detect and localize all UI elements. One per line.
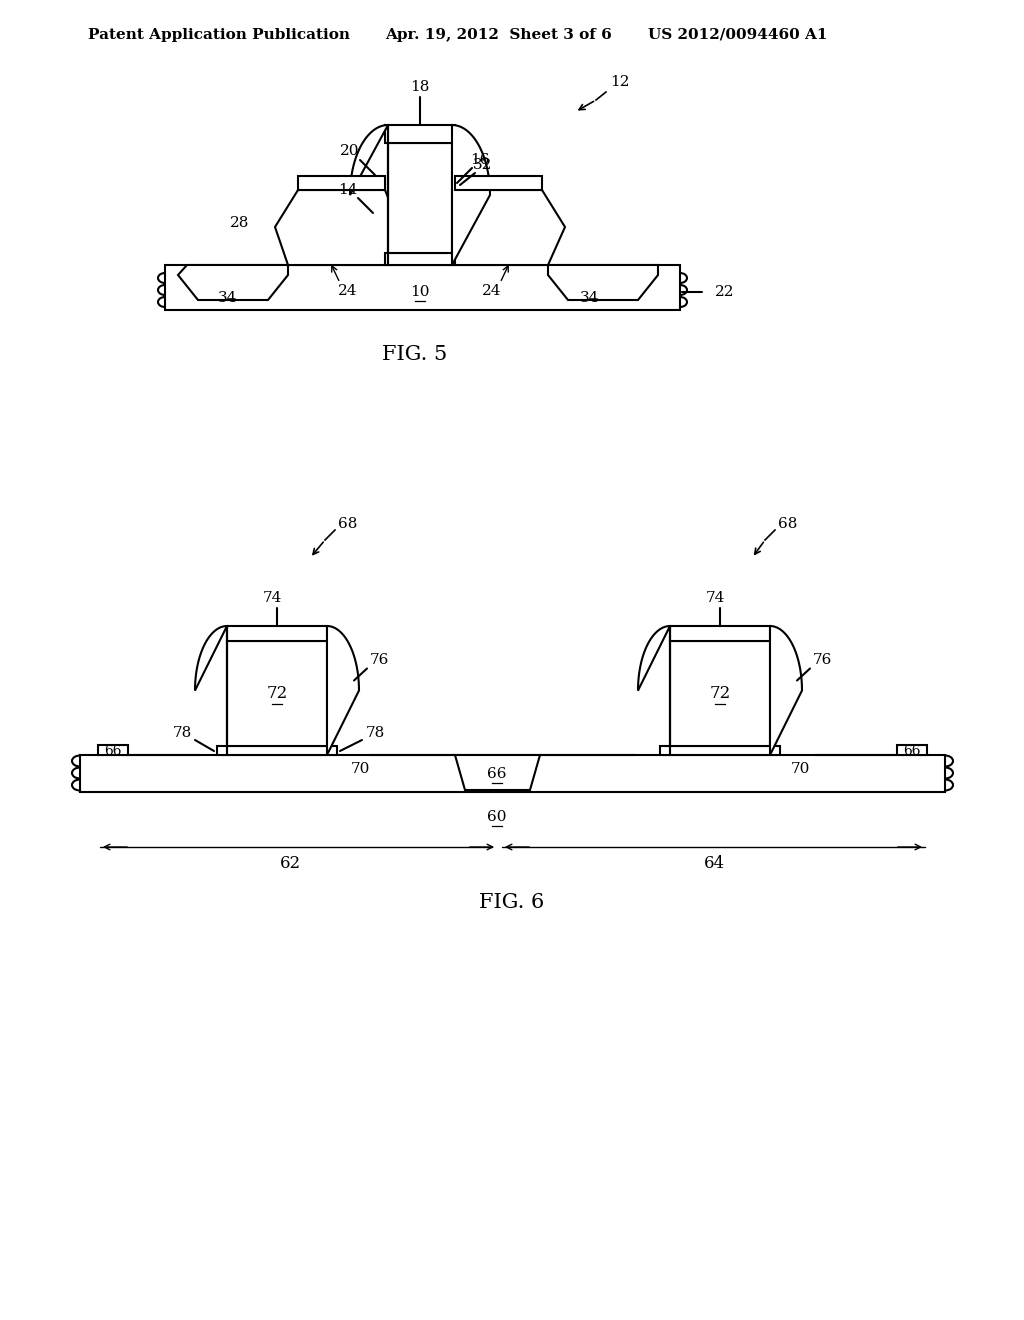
Text: 78: 78 xyxy=(172,726,191,741)
Text: 72: 72 xyxy=(266,685,288,702)
Text: 32: 32 xyxy=(473,158,493,172)
Text: 34: 34 xyxy=(218,290,238,305)
Polygon shape xyxy=(98,744,128,755)
Polygon shape xyxy=(770,626,802,755)
Text: Apr. 19, 2012  Sheet 3 of 6: Apr. 19, 2012 Sheet 3 of 6 xyxy=(385,28,611,42)
Text: Patent Application Publication: Patent Application Publication xyxy=(88,28,350,42)
Text: 28: 28 xyxy=(230,216,250,230)
Text: 16: 16 xyxy=(470,153,489,168)
Text: 60: 60 xyxy=(487,810,507,824)
Polygon shape xyxy=(638,626,670,755)
Bar xyxy=(660,746,780,755)
Polygon shape xyxy=(178,265,288,300)
Text: 70: 70 xyxy=(350,762,370,776)
Bar xyxy=(80,755,945,792)
Bar xyxy=(670,626,770,642)
Text: FIG. 5: FIG. 5 xyxy=(382,346,447,364)
Polygon shape xyxy=(350,125,388,265)
Text: 62: 62 xyxy=(280,854,301,871)
Text: 20: 20 xyxy=(340,144,359,158)
Text: 10: 10 xyxy=(411,285,430,300)
Text: FIG. 6: FIG. 6 xyxy=(479,892,545,912)
Text: 24: 24 xyxy=(338,284,357,298)
Text: 34: 34 xyxy=(581,290,600,305)
Text: 24: 24 xyxy=(482,284,502,298)
Text: 74: 74 xyxy=(706,591,725,605)
Polygon shape xyxy=(548,265,658,300)
Text: 76: 76 xyxy=(370,653,389,668)
Polygon shape xyxy=(455,755,540,789)
Polygon shape xyxy=(327,626,359,755)
Bar xyxy=(455,176,542,190)
Polygon shape xyxy=(452,125,490,265)
Bar xyxy=(165,265,680,310)
Text: 72: 72 xyxy=(710,685,731,702)
Text: 64: 64 xyxy=(703,854,725,871)
Text: 14: 14 xyxy=(338,183,357,197)
Polygon shape xyxy=(897,744,927,755)
Text: 68: 68 xyxy=(338,517,357,531)
Polygon shape xyxy=(275,190,400,265)
Text: 70: 70 xyxy=(791,762,810,776)
Bar xyxy=(385,253,455,265)
Text: 12: 12 xyxy=(610,75,630,88)
Text: 66: 66 xyxy=(487,767,507,781)
Bar xyxy=(385,125,455,143)
Text: 18: 18 xyxy=(411,81,430,94)
Bar xyxy=(670,642,770,746)
Bar xyxy=(217,746,337,755)
Text: US 2012/0094460 A1: US 2012/0094460 A1 xyxy=(648,28,827,42)
Bar xyxy=(227,626,327,642)
Bar xyxy=(298,176,385,190)
Text: 66: 66 xyxy=(104,744,122,758)
Polygon shape xyxy=(195,626,227,755)
Bar xyxy=(388,143,452,253)
Text: 68: 68 xyxy=(778,517,798,531)
Polygon shape xyxy=(440,190,565,265)
Bar xyxy=(227,642,327,746)
Text: 66: 66 xyxy=(903,744,921,758)
Text: 74: 74 xyxy=(262,591,282,605)
Text: 22: 22 xyxy=(715,285,734,300)
Text: 78: 78 xyxy=(366,726,385,741)
Text: 76: 76 xyxy=(812,653,831,668)
